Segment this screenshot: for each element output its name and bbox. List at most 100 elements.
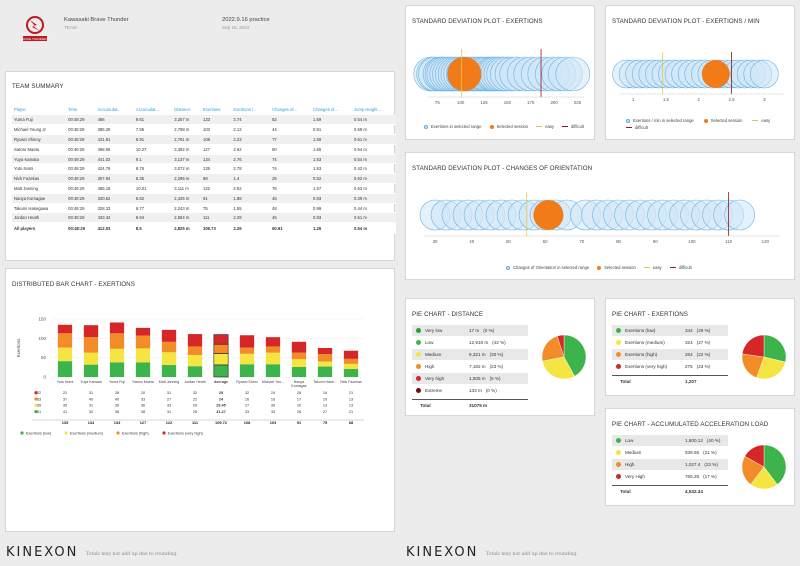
table-cell: 0.91: [311, 124, 353, 136]
total-label: Total: [420, 402, 431, 408]
bar-value-label: 22: [63, 391, 67, 395]
y-tick-label: 50: [41, 355, 47, 360]
table-cell: 0.59 m: [352, 124, 396, 136]
category-color-dot: [416, 352, 421, 357]
column-header[interactable]: Distance: [172, 104, 201, 116]
bar-total-label: 127: [140, 420, 147, 425]
x-tick-label: 70: [579, 239, 584, 244]
pie-table-row: Very High 765.28 (17 %): [612, 471, 728, 482]
table-cell: 9.61: [133, 115, 173, 126]
bar-value-label: 17: [297, 397, 301, 401]
total-label: Total: [620, 378, 631, 384]
column-header[interactable]: Exertions /...: [231, 104, 271, 116]
bar-segment: [83, 364, 99, 377]
kinexon-logo: KINEXON: [6, 545, 79, 560]
column-header[interactable]: Player: [12, 104, 67, 116]
table-cell: 44: [270, 124, 312, 136]
table-total-cell: 412.03: [95, 222, 134, 235]
bar-value-label: 30: [271, 404, 275, 408]
table-cell: Naoya Kumagae: [12, 193, 67, 204]
table-cell: 2.62: [231, 144, 271, 155]
category-label: Medium: [425, 352, 442, 357]
legend-dot: [20, 431, 24, 435]
table-total-cell: 60.91: [270, 222, 312, 235]
table-cell: 328.33: [95, 203, 134, 214]
pie-slice: [763, 334, 787, 363]
table-cell: 0.93: [311, 193, 353, 204]
category-value: 275: [685, 364, 693, 369]
category-value: 7,182 m: [469, 364, 486, 369]
pie-table-row: Exertions (very high) 275 (23 %): [612, 361, 728, 372]
pie-accel-card: PIE CHART - ACCUMULATED ACCELERATION LOA…: [605, 408, 795, 506]
table-cell: 45: [270, 212, 312, 224]
bar-segment: [343, 358, 359, 364]
bar-value-label: 38: [141, 410, 145, 414]
category-label: Very High: [625, 474, 645, 479]
range-dot-icon: [506, 265, 510, 270]
column-header[interactable]: Changes of...: [270, 104, 312, 116]
column-header[interactable]: Time: [66, 104, 96, 116]
table-cell: 6.35: [133, 173, 173, 185]
table-cell: 3,257 m: [172, 115, 201, 126]
table-cell: 6.77: [133, 203, 173, 214]
x-tick-label: Yuma Fuji: [109, 380, 125, 384]
table-cell: 0.54 m: [352, 154, 396, 165]
bar-segment: [83, 352, 99, 365]
sd-exertions-card: STANDARD DEVIATION PLOT - EXERTIONS 75 10…: [405, 5, 595, 140]
x-tick-label: Satoru Maeta: [132, 380, 154, 384]
category-label: Very high: [425, 376, 445, 381]
bar-value-label: 31: [167, 410, 171, 414]
column-header[interactable]: Accumulat...: [133, 104, 173, 116]
bar-total-label: 108: [244, 420, 251, 425]
bar-value-label: 29.45: [216, 404, 226, 408]
column-header[interactable]: Accumulat...: [95, 104, 134, 116]
x-tick-label: Takumi Hase...: [313, 380, 337, 384]
bar-segment: [213, 343, 229, 354]
table-cell: 103: [200, 124, 232, 136]
column-header[interactable]: Jump Height...: [352, 104, 396, 116]
table-total-cell: 0.54 m: [352, 222, 396, 235]
table-cell: 3,111 m: [172, 183, 201, 194]
table-cell: 2,584 m: [172, 212, 201, 224]
table-cell: 91: [200, 193, 232, 204]
bar-segment: [161, 329, 177, 342]
table-cell: 0.44 m: [352, 203, 396, 214]
bar-total-label: 109.72: [215, 420, 228, 425]
x-tick-label: 110: [725, 239, 733, 244]
legend-label: Selected session: [496, 124, 529, 129]
table-cell: 10.01: [133, 183, 173, 194]
category-color-dot: [616, 438, 621, 443]
column-header[interactable]: Changes of...: [311, 104, 353, 116]
team-logo: BRAVE THUNDERS: [21, 16, 49, 41]
column-header[interactable]: Exertions: [200, 104, 232, 116]
y-tick-label: 150: [38, 317, 46, 322]
legend-label: difficult: [635, 125, 648, 130]
team-summary-card: TEAM SUMMARY Player Time Accumulat... Accum…: [5, 71, 396, 261]
bar-value-label: 33: [271, 410, 275, 414]
table-cell: 80: [270, 144, 312, 155]
table-cell: 00:48:29: [66, 193, 96, 204]
sd-exertions-plot: 75 100 125 150 175 200 225: [413, 49, 591, 105]
table-cell: 7.95: [133, 124, 173, 136]
bar-value-label: 25: [219, 391, 223, 395]
bar-value-label: 16: [323, 391, 327, 395]
bar-total-label: 135: [62, 420, 69, 425]
pie-total-row: Total 4,532.34: [612, 485, 728, 496]
category-color-dot: [416, 376, 421, 381]
session-name: 2022.9.16 practice: [222, 17, 270, 23]
x-tick-label: 40: [469, 239, 474, 244]
table-cell: 0.51 m: [352, 134, 396, 145]
bar-segment: [317, 354, 333, 362]
x-tick-label: 120: [762, 239, 770, 244]
bar-total-label: 103: [270, 420, 277, 425]
bar-segment: [109, 348, 125, 363]
table-cell: 00:48:29: [66, 183, 96, 194]
bar-value-label: 20: [141, 391, 145, 395]
table-cell: 00:48:29: [66, 134, 96, 145]
table-total-cell: 109.73: [200, 222, 232, 235]
table-row: Yuma Fuji 00:48:29 466 9.61 3,257 m 133 2.74 82…: [12, 115, 396, 126]
table-cell: 2,425 m: [172, 193, 201, 204]
x-tick-label: Yuya Kamata: [80, 380, 101, 384]
table-row: Michael Young Jr 00:48:29 385.26 7.95 2,798 …: [12, 124, 396, 136]
x-tick-label: 3: [763, 97, 766, 102]
